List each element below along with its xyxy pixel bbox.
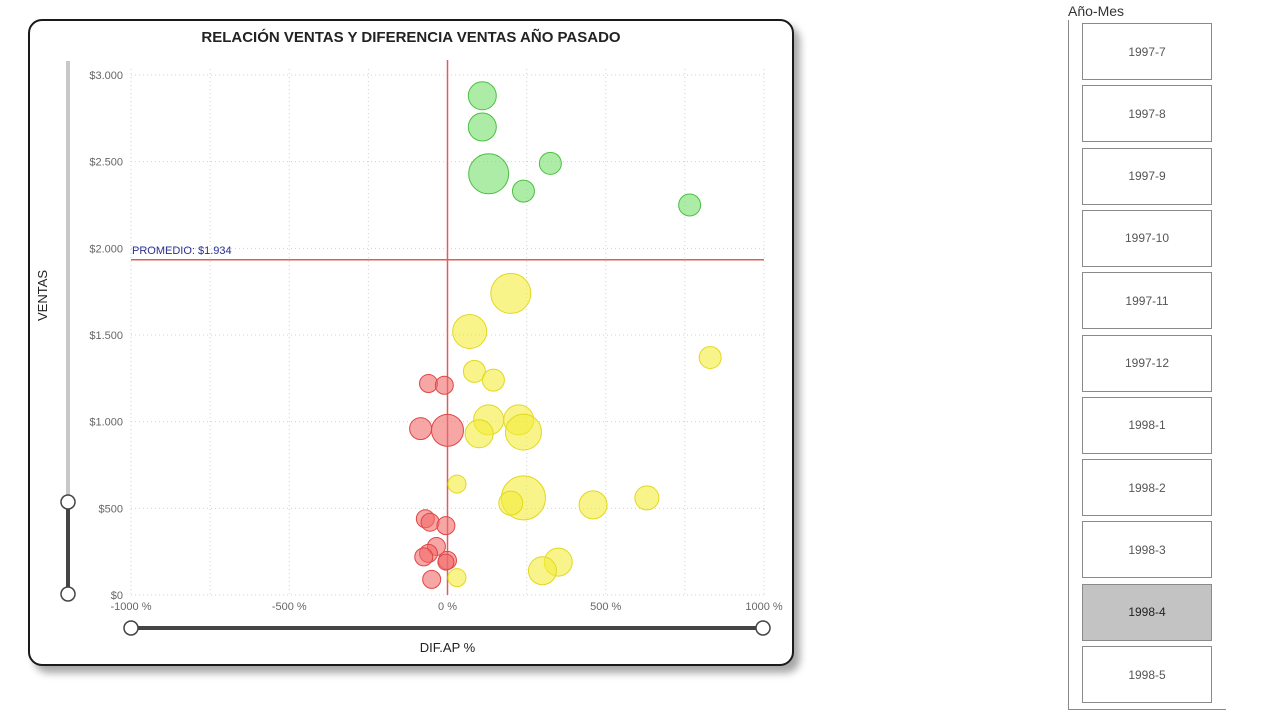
slicer-item[interactable]: 1998-3 [1082,521,1212,579]
data-point[interactable] [452,314,488,350]
data-point[interactable] [578,490,608,520]
data-point[interactable] [462,359,486,383]
data-point[interactable] [504,413,542,451]
chart-title: RELACIÓN VENTAS Y DIFERENCIA VENTAS AÑO … [201,29,621,46]
slicer-item[interactable]: 1998-2 [1082,459,1212,517]
x-tick-label: 500 % [590,601,621,613]
ano-mes-slicer: 1997-7 1997-8 1997-9 1997-10 1997-11 1997-12 1… [1068,20,1226,710]
data-point[interactable] [434,375,454,395]
slicer-item[interactable]: 1998-5 [1082,646,1212,703]
slicer-item[interactable]: 1997-11 [1082,272,1212,330]
x-tick-label: 0 % [438,601,457,613]
chart-card: RELACIÓN VENTAS Y DIFERENCIA VENTAS AÑO … [28,19,794,666]
slicer-item[interactable]: 1997-9 [1082,147,1212,205]
average-line-label: PROMEDIO: $1.934 [132,245,232,257]
y-tick-label: $2.500 [89,157,123,169]
data-point[interactable] [467,112,497,142]
data-point[interactable] [447,474,467,494]
data-point[interactable] [678,193,702,217]
x-tick-label: -1000 % [111,601,152,613]
y-tick-label: $1.000 [89,417,123,429]
data-point[interactable] [431,413,464,447]
data-point[interactable] [422,569,442,589]
data-point[interactable] [414,547,434,567]
data-point[interactable] [481,368,505,392]
data-point[interactable] [419,374,439,394]
y-tick-label: $2.000 [89,243,123,255]
x-axis-label: DIF.AP % [420,640,476,655]
slicer-item[interactable]: 1997-7 [1082,23,1212,80]
slicer-item[interactable]: 1998-4 [1082,583,1212,641]
data-point[interactable] [468,153,510,195]
data-point[interactable] [527,556,557,586]
data-point[interactable] [464,419,494,449]
data-point[interactable] [437,553,455,571]
data-point[interactable] [467,81,497,111]
data-point[interactable] [498,490,524,516]
x-tick-label: 1000 % [745,601,783,613]
slicer-item[interactable]: 1997-12 [1082,334,1212,392]
y-slider-handle-top[interactable] [60,494,76,510]
slicer-title: Año-Mes [1068,3,1125,19]
y-tick-label: $3.000 [89,70,123,82]
y-tick-label: $500 [99,503,123,515]
scatter-plot: $0 $500 $1.000 $1.500 $2.000 $2.500 $3.000 -100… [60,60,783,655]
data-point[interactable] [436,516,456,536]
x-slider-handle-left[interactable] [123,620,139,636]
y-tick-label: $0 [111,590,123,602]
data-point[interactable] [698,346,722,370]
slicer-item[interactable]: 1997-10 [1082,209,1212,267]
y-tick-label: $1.500 [89,330,123,342]
data-point[interactable] [420,512,440,532]
data-point[interactable] [447,568,467,588]
data-point[interactable] [634,485,660,511]
data-point[interactable] [538,151,562,175]
y-slider-handle-bottom[interactable] [60,586,76,602]
data-point[interactable] [511,179,535,203]
data-point[interactable] [409,417,433,441]
data-point[interactable] [490,272,532,314]
slicer-item[interactable]: 1997-8 [1082,85,1212,143]
x-tick-label: -500 % [272,601,307,613]
slicer-item[interactable]: 1998-1 [1082,396,1212,454]
x-slider-handle-right[interactable] [755,620,771,636]
